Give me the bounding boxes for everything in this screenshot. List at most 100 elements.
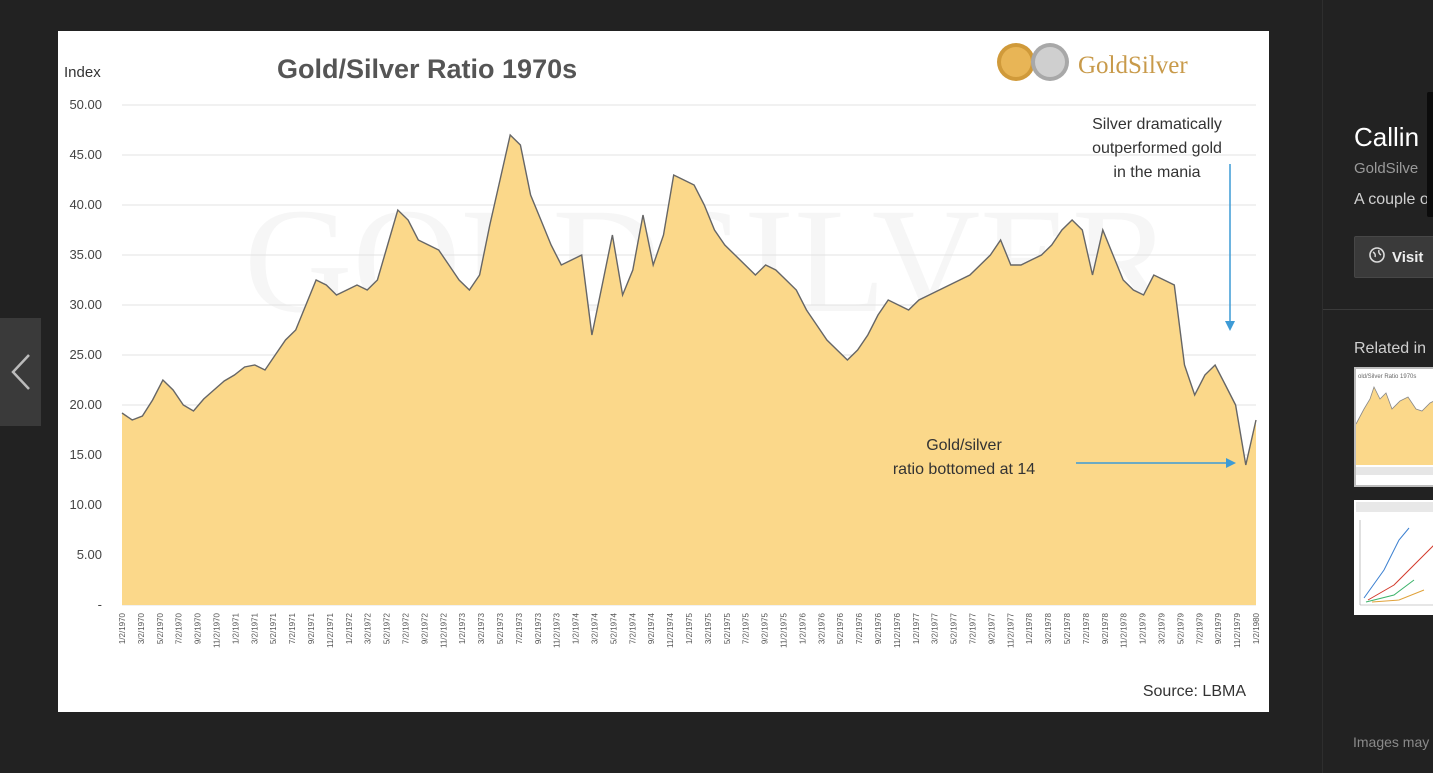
x-tick-label: 1/2/1978 [1025,612,1034,644]
gold-silver-ratio-chart: GOLDSILVER -5.0010.0015.0020.0025.0030.0… [64,43,1261,700]
x-tick-label: 9/2/1978 [1101,612,1110,644]
chart-source: Source: LBMA [1143,683,1246,700]
svg-text:in the mania: in the mania [1113,164,1200,181]
y-tick-label: 20.00 [69,397,102,412]
y-tick-label: 30.00 [69,297,102,312]
x-tick-label: 7/2/1974 [628,612,637,644]
x-tick-label: 9/2/1970 [194,612,203,644]
x-tick-label: 7/2/1979 [1195,612,1204,644]
y-axis-ticks: - 5.00 10.00 15.00 20.00 25.00 30.00 35.00 40.00… [69,97,102,612]
image-viewer: GOLDSILVER -5.0010.0015.0020.0025.0030.0… [0,31,1269,712]
x-tick-label: 9/2/1976 [874,612,883,644]
x-tick-label: 3/2/1974 [591,612,600,644]
x-tick-label: 1/2/1975 [685,612,694,644]
y-tick-label: 25.00 [69,347,102,362]
previous-image-button[interactable] [0,318,41,426]
x-tick-label: 7/2/1976 [855,612,864,644]
scroll-handle[interactable] [1427,92,1433,217]
x-tick-label: 7/2/1971 [288,612,297,644]
svg-text:Silver dramatically: Silver dramatically [1092,116,1222,133]
x-tick-label: 1/2/1979 [1139,612,1148,644]
x-axis-ticks: 1/2/1970 3/2/1970 5/2/1970 7/2/1970 9/2/1970… [118,612,1261,648]
annotation-silver-outperformed: Silver dramatically outperformed gold in… [1092,116,1235,331]
x-tick-label: 1/2/1976 [798,612,807,644]
x-tick-label: 1/2/1971 [231,612,240,644]
x-tick-label: 3/2/1970 [137,612,146,644]
x-tick-label: 5/2/1973 [496,612,505,644]
chart-series-line [121,133,1257,466]
x-tick-label: 11/2/1973 [553,612,562,648]
x-tick-label: 9/2/1971 [307,612,316,644]
x-tick-label: 5/2/1974 [609,612,618,644]
chevron-left-icon [10,354,30,390]
related-thumbnail-2[interactable] [1354,500,1433,615]
x-tick-label: 11/2/1977 [1006,612,1015,648]
x-tick-label: 3/2/1972 [364,612,373,644]
x-tick-label: 11/2/1975 [780,612,789,648]
x-tick-label: 9/2/1977 [987,612,996,644]
x-tick-label: 5/2/1971 [269,612,278,644]
x-tick-label: 1/2/1977 [912,612,921,644]
y-tick-label: - [98,597,102,612]
x-tick-label: 7/2/1973 [515,612,524,644]
chart-title: Gold/Silver Ratio 1970s [277,54,577,84]
x-tick-label: 1/2/1980 [1252,612,1261,644]
annotation-ratio-bottomed: Gold/silver ratio bottomed at 14 [893,437,1236,478]
x-tick-label: 1/2/1970 [118,612,127,644]
logo-text: GoldSilver [1078,52,1188,79]
x-tick-label: 9/2/1974 [647,612,656,644]
visit-label: Visit [1392,248,1424,266]
x-tick-label: 9/2/1973 [534,612,543,644]
globe-icon [1369,247,1385,267]
x-tick-label: 3/2/1976 [817,612,826,644]
x-tick-label: 11/2/1979 [1233,612,1242,648]
x-tick-label: 11/2/1974 [666,612,675,648]
x-tick-label: 7/2/1972 [402,612,411,644]
y-tick-label: 35.00 [69,247,102,262]
y-tick-label: 40.00 [69,197,102,212]
svg-text:Gold/silver: Gold/silver [926,437,1002,454]
x-tick-label: 7/2/1978 [1082,612,1091,644]
x-tick-label: 5/2/1977 [950,612,959,644]
x-tick-label: 7/2/1977 [969,612,978,644]
x-tick-label: 11/2/1978 [1120,612,1129,648]
y-tick-label: 45.00 [69,147,102,162]
y-tick-label: 5.00 [77,547,102,562]
x-tick-label: 9/2/1975 [761,612,770,644]
visit-button[interactable]: Visit [1354,236,1433,278]
x-tick-label: 3/2/1977 [931,612,940,644]
x-tick-label: 3/2/1978 [1044,612,1053,644]
chart-area-fill [122,135,1256,605]
x-tick-label: 3/2/1971 [250,612,259,644]
goldsilver-logo: GoldSilver [997,43,1188,81]
y-axis-label: Index [64,64,101,81]
result-description: A couple o [1354,191,1429,208]
x-tick-label: 5/2/1976 [836,612,845,644]
x-tick-label: 11/2/1970 [213,612,222,648]
x-tick-label: 3/2/1975 [704,612,713,644]
x-tick-label: 9/2/1979 [1214,612,1223,644]
related-thumbnail-1[interactable]: old/Silver Ratio 1970s [1354,367,1433,487]
x-tick-label: 1/2/1973 [458,612,467,644]
x-tick-label: 11/2/1972 [439,612,448,648]
x-tick-label: 11/2/1976 [893,612,902,648]
details-sidebar: Callin GoldSilve A couple o Visit Relate… [1322,0,1433,773]
x-tick-label: 11/2/1971 [326,612,335,648]
x-tick-label: 5/2/1978 [1063,612,1072,644]
sidebar-divider [1323,309,1433,310]
images-copyright-note: Images may [1353,734,1430,750]
y-tick-label: 15.00 [69,447,102,462]
svg-text:outperformed gold: outperformed gold [1092,140,1222,157]
x-tick-label: 3/2/1973 [477,612,486,644]
result-title[interactable]: Callin [1354,122,1420,152]
x-tick-label: 1/2/1972 [345,612,354,644]
x-tick-label: 7/2/1975 [742,612,751,644]
x-tick-label: 5/2/1970 [156,612,165,644]
chart-image[interactable]: GOLDSILVER -5.0010.0015.0020.0025.0030.0… [58,31,1269,712]
x-tick-label: 5/2/1972 [383,612,392,644]
x-tick-label: 1/2/1974 [572,612,581,644]
x-tick-label: 9/2/1972 [420,612,429,644]
thumbnail-caption: old/Silver Ratio 1970s [1358,374,1416,380]
x-tick-label: 5/2/1975 [723,612,732,644]
x-tick-label: 7/2/1970 [175,612,184,644]
